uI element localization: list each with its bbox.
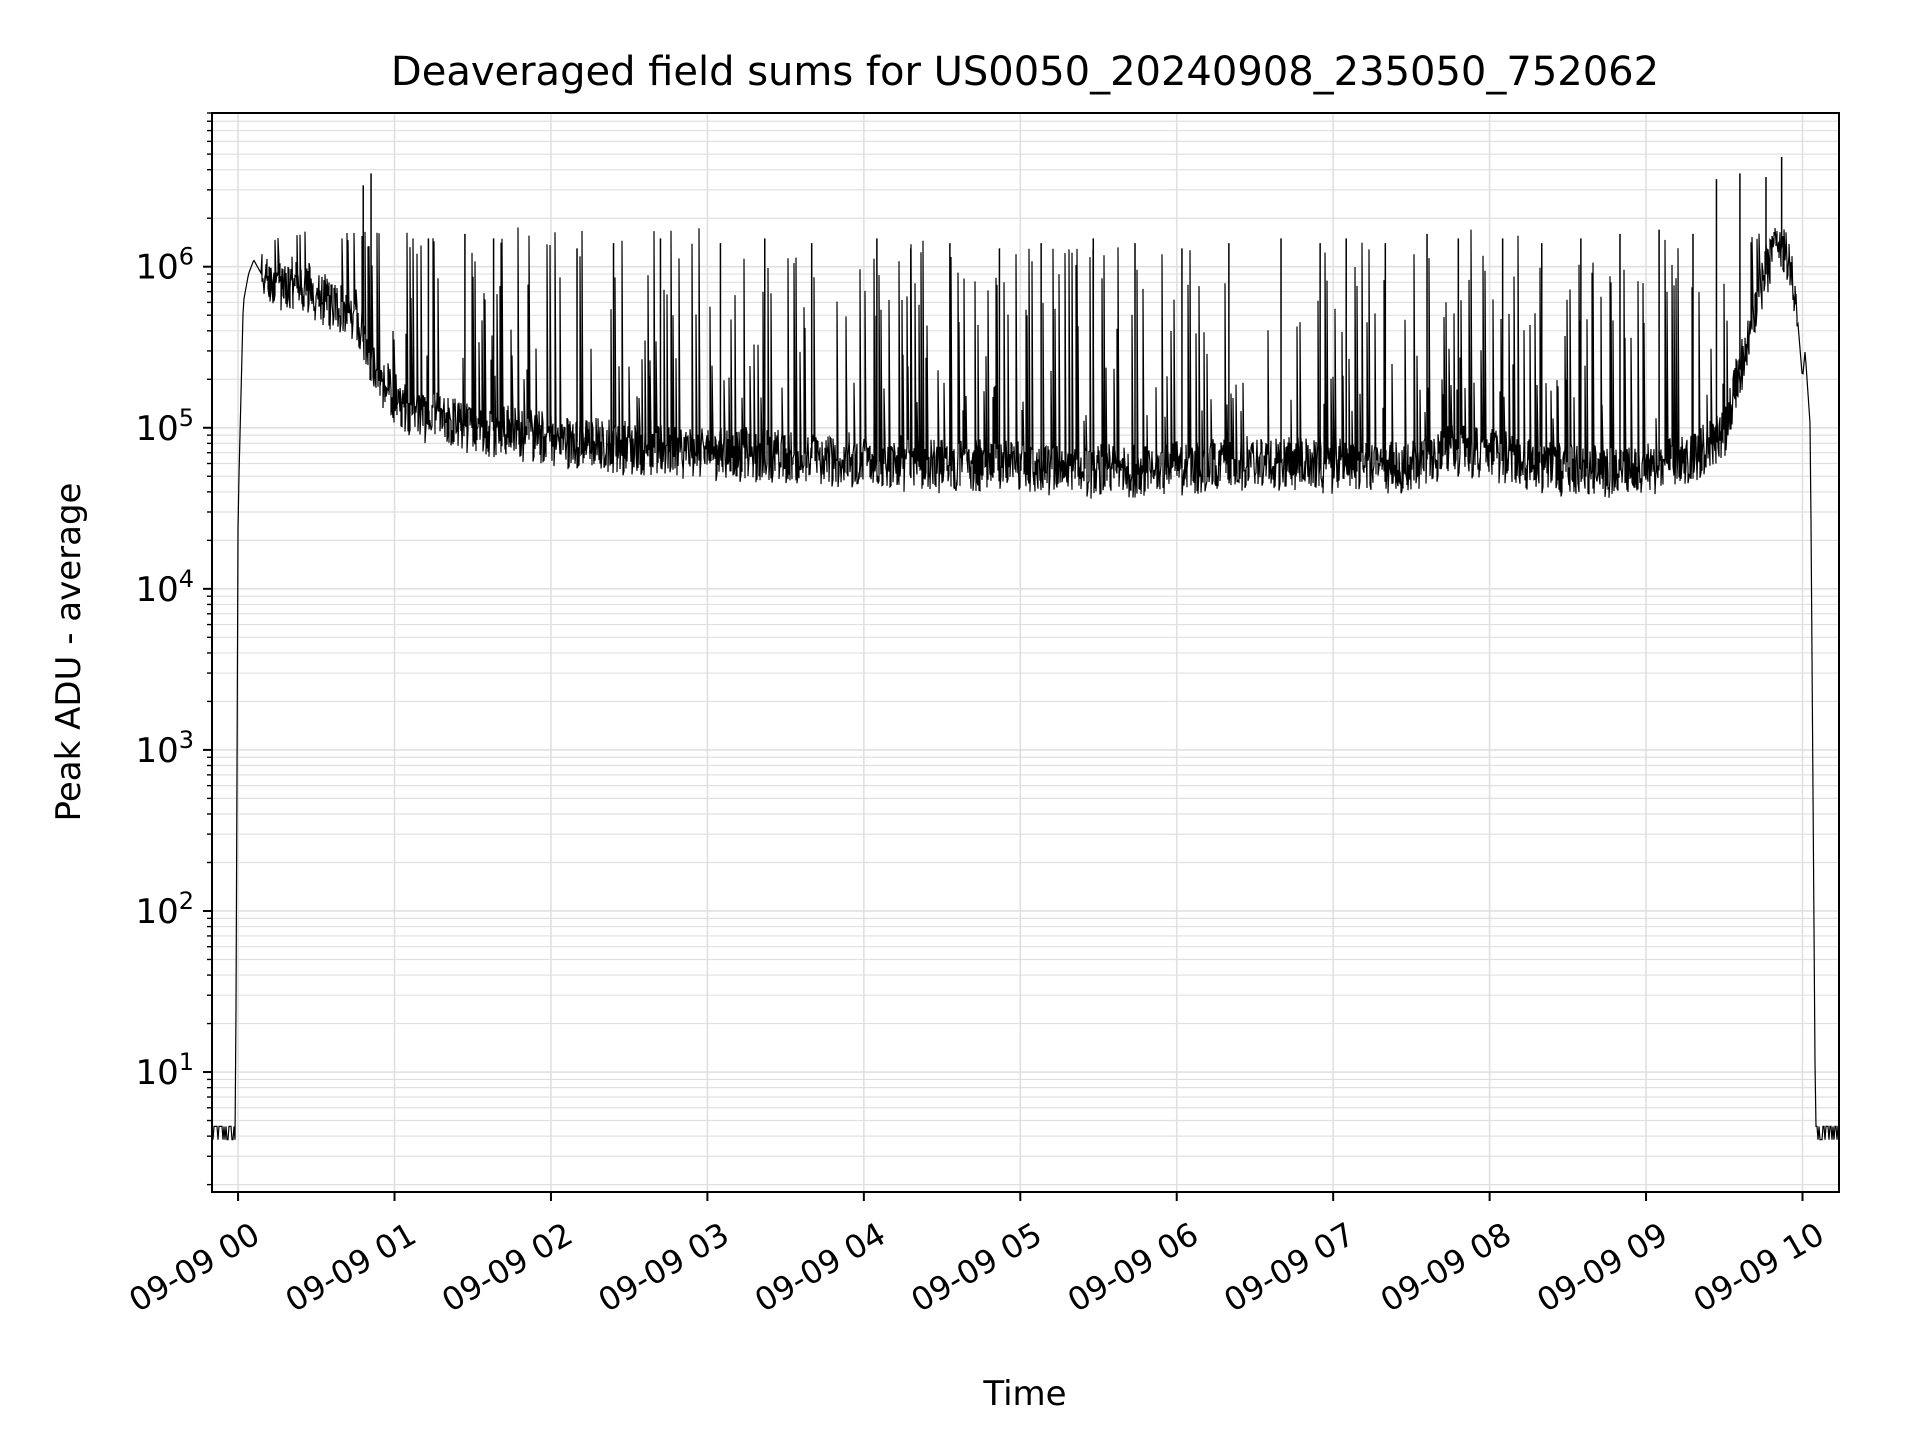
y-axis-label: Peak ADU - average xyxy=(49,483,89,822)
chart-title: Deaveraged field sums for US0050_2024090… xyxy=(391,49,1659,95)
y-tick-label: 104 xyxy=(135,565,194,610)
y-tick-label: 102 xyxy=(135,887,194,932)
x-axis-label: Time xyxy=(982,1374,1066,1414)
y-tick-label: 106 xyxy=(135,243,194,288)
plot-data xyxy=(211,156,1839,1141)
series-line xyxy=(211,227,1839,1141)
y-tick-label: 103 xyxy=(135,726,194,771)
y-tick-label: 105 xyxy=(135,404,194,449)
y-tick-label: 101 xyxy=(135,1048,194,1093)
